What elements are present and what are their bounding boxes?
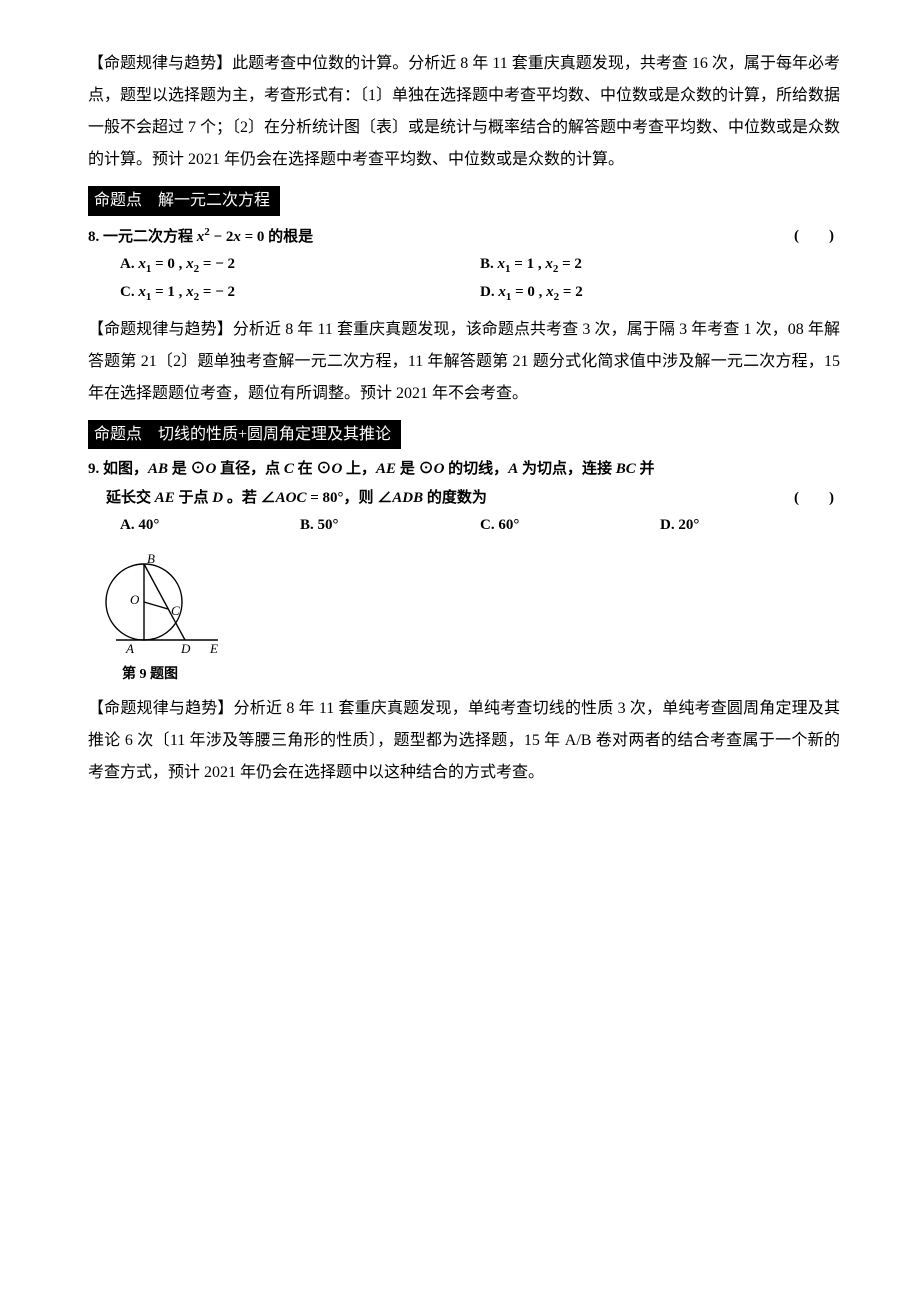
q9-number: 9. [88, 461, 99, 477]
q9-u1: 延长交 [106, 490, 155, 506]
q8-stem-suffix: 的根是 [268, 229, 313, 245]
q9-stem-line1: 9. 如图，AB 是 ⊙O 直径，点 C 在 ⊙O 上，AE 是 ⊙O 的切线，… [88, 455, 840, 484]
question-9: 9. 如图，AB 是 ⊙O 直径，点 C 在 ⊙O 上，AE 是 ⊙O 的切线，… [88, 455, 840, 540]
label-b: B [147, 554, 155, 566]
q8-c-label: C. [120, 284, 135, 300]
q8-answer-blank: ( ) [812, 222, 834, 251]
q9-figure: B O C A D E 第 9 题图 [92, 554, 840, 683]
line-bd [144, 564, 185, 640]
q9-option-a: A. 40° [120, 512, 300, 540]
q9-t5: 上， [346, 461, 376, 477]
section-header-tangent-circle: 命题点 切线的性质+圆周角定理及其推论 [88, 420, 401, 450]
q9-u4: = 80°，则 ∠ [310, 490, 392, 506]
q8-equation: x2 − 2x = 0 [197, 229, 268, 245]
q9-t8: 为切点，连接 [522, 461, 616, 477]
q9-u5: 的度数为 [427, 490, 487, 506]
q8-option-b: B. x1 = 1 , x2 = 2 [480, 251, 840, 279]
q8-option-c: C. x1 = 1 , x2 = − 2 [120, 279, 480, 307]
label-a: A [125, 641, 134, 656]
q9-options: A. 40° B. 50° C. 60° D. 20° [88, 512, 840, 540]
analysis-para-quadratic: 【命题规律与趋势】分析近 8 年 11 套重庆真题发现，该命题点共考查 3 次，… [88, 314, 840, 410]
q9-answer-blank: ( ) [794, 484, 834, 513]
label-o: O [130, 592, 140, 607]
q9-option-d: D. 20° [660, 512, 840, 540]
q9-u3: 。若 ∠ [227, 490, 276, 506]
q8-a-label: A. [120, 256, 135, 272]
q9-figure-caption: 第 9 题图 [92, 663, 208, 683]
q8-option-d: D. x1 = 0 , x2 = 2 [480, 279, 840, 307]
q8-options: A. x1 = 0 , x2 = − 2 B. x1 = 1 , x2 = 2 … [88, 251, 840, 308]
q8-number: 8. [88, 229, 99, 245]
q9-u2: 于点 [179, 490, 213, 506]
analysis-para-tangent: 【命题规律与趋势】分析近 8 年 11 套重庆真题发现，单纯考查切线的性质 3 … [88, 693, 840, 789]
analysis-para-median: 【命题规律与趋势】此题考查中位数的计算。分析近 8 年 11 套重庆真题发现，共… [88, 48, 840, 176]
q9-option-b: B. 50° [300, 512, 480, 540]
q9-t7: 的切线， [448, 461, 508, 477]
q9-circle-diagram: B O C A D E [92, 554, 224, 656]
q8-b-label: B. [480, 256, 494, 272]
q8-option-a: A. x1 = 0 , x2 = − 2 [120, 251, 480, 279]
q9-t6: 是 ⊙ [400, 461, 434, 477]
q9-option-c: C. 60° [480, 512, 660, 540]
q8-stem: 8. 一元二次方程 x2 − 2x = 0 的根是 ( ) [88, 222, 840, 252]
q9-stem-line2: 延长交 AE 于点 D 。若 ∠AOC = 80°，则 ∠ADB 的度数为 ( … [88, 484, 840, 513]
q8-stem-prefix: 一元二次方程 [103, 229, 193, 245]
label-c: C [171, 603, 180, 618]
q9-t9: 并 [639, 461, 654, 477]
q8-d-label: D. [480, 284, 495, 300]
label-e: E [209, 641, 218, 656]
q9-t3: 直径，点 [220, 461, 284, 477]
label-d: D [180, 641, 191, 656]
q9-t4: 在 ⊙ [298, 461, 332, 477]
question-8: 8. 一元二次方程 x2 − 2x = 0 的根是 ( ) A. x1 = 0 … [88, 222, 840, 308]
q9-t2: 是 ⊙ [172, 461, 206, 477]
q9-t1: 如图， [103, 461, 148, 477]
section-header-quadratic: 命题点 解一元二次方程 [88, 186, 280, 216]
